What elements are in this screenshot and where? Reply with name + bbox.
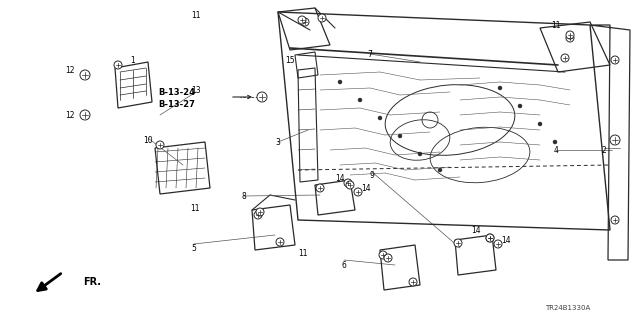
Circle shape (80, 70, 90, 80)
Circle shape (346, 181, 354, 189)
Circle shape (494, 240, 502, 248)
Text: 3: 3 (276, 138, 280, 147)
Circle shape (276, 238, 284, 246)
Circle shape (438, 168, 442, 172)
Circle shape (80, 110, 90, 120)
Circle shape (611, 56, 619, 64)
Text: 15: 15 (285, 55, 295, 65)
Circle shape (486, 234, 494, 242)
Circle shape (378, 116, 382, 120)
Circle shape (301, 18, 309, 26)
Text: 6: 6 (342, 260, 346, 269)
Text: 11: 11 (191, 11, 201, 20)
Circle shape (384, 254, 392, 262)
Text: 13: 13 (191, 85, 201, 94)
Circle shape (610, 135, 620, 145)
Text: 14: 14 (501, 236, 511, 244)
Circle shape (561, 54, 569, 62)
Text: 11: 11 (298, 250, 308, 259)
Circle shape (254, 211, 262, 219)
Circle shape (338, 80, 342, 84)
Circle shape (256, 208, 264, 216)
Circle shape (316, 184, 324, 192)
Text: 14: 14 (335, 173, 345, 182)
Circle shape (156, 141, 164, 149)
Circle shape (379, 251, 387, 259)
Text: 8: 8 (242, 191, 246, 201)
Text: 11: 11 (551, 20, 561, 29)
Circle shape (344, 179, 352, 187)
Text: 12: 12 (65, 110, 75, 119)
Circle shape (398, 134, 402, 138)
Circle shape (298, 16, 306, 24)
Text: 4: 4 (554, 146, 559, 155)
Circle shape (486, 234, 494, 242)
Circle shape (318, 14, 326, 22)
Circle shape (611, 216, 619, 224)
Text: FR.: FR. (83, 277, 101, 287)
Text: 11: 11 (190, 204, 200, 212)
Text: 9: 9 (369, 171, 374, 180)
Text: 12: 12 (65, 66, 75, 75)
Circle shape (114, 61, 122, 69)
Text: B-13-27: B-13-27 (158, 100, 195, 108)
Circle shape (498, 86, 502, 90)
Circle shape (566, 34, 574, 42)
Circle shape (354, 188, 362, 196)
Text: 10: 10 (143, 135, 153, 145)
Text: TR24B1330A: TR24B1330A (545, 305, 590, 311)
Circle shape (553, 140, 557, 144)
Circle shape (409, 278, 417, 286)
Circle shape (418, 152, 422, 156)
Circle shape (358, 98, 362, 102)
Text: 14: 14 (471, 226, 481, 235)
Circle shape (538, 122, 542, 126)
Text: 2: 2 (602, 146, 606, 155)
Text: 7: 7 (367, 50, 372, 59)
Circle shape (454, 239, 462, 247)
Text: B-13-24: B-13-24 (158, 87, 195, 97)
Text: 14: 14 (361, 183, 371, 193)
Circle shape (518, 104, 522, 108)
Text: 5: 5 (191, 244, 196, 252)
Circle shape (257, 92, 267, 102)
Circle shape (566, 31, 574, 39)
Text: 1: 1 (131, 55, 136, 65)
